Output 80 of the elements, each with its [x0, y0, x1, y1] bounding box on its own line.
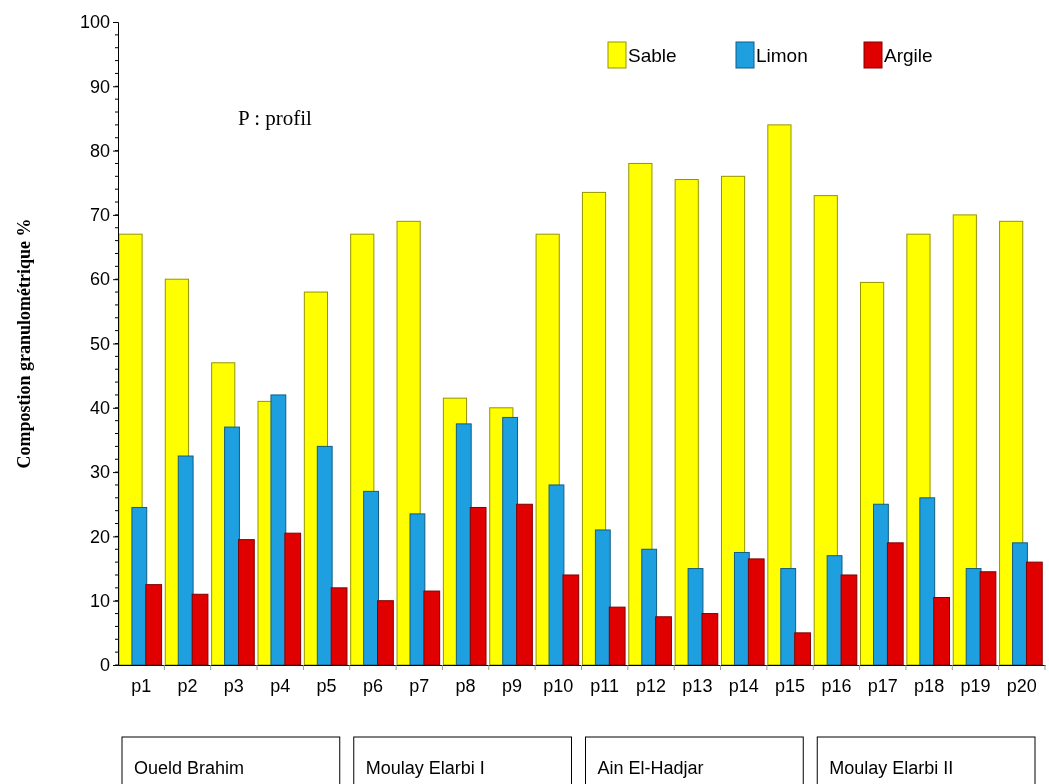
bar — [840, 574, 858, 666]
bar — [886, 542, 904, 666]
x-tick-label: p16 — [821, 675, 852, 696]
x-tick-label: p6 — [362, 675, 383, 696]
y-tick-label: 30 — [89, 462, 110, 483]
bar — [409, 513, 426, 666]
x-tick-label: p15 — [775, 675, 806, 696]
bar — [548, 484, 565, 666]
bar — [1012, 542, 1028, 666]
y-tick-label: 20 — [89, 526, 110, 547]
y-tick-label: 40 — [89, 398, 110, 419]
x-tick-label: p2 — [177, 675, 198, 696]
bar — [701, 613, 719, 666]
bar — [687, 568, 704, 666]
y-tick-label: 100 — [79, 12, 110, 33]
x-tick-label: p18 — [914, 675, 945, 696]
bar — [873, 503, 889, 666]
bar — [516, 503, 533, 666]
y-tick-label: 0 — [99, 655, 110, 676]
bar — [469, 506, 487, 666]
x-tick-label: p12 — [636, 675, 667, 696]
x-tick-label: p20 — [1006, 675, 1037, 696]
annotation: P : profil — [238, 106, 313, 130]
x-tick-label: p1 — [131, 675, 152, 696]
bar — [674, 179, 699, 666]
y-tick-label: 10 — [89, 590, 110, 611]
bar — [794, 632, 811, 666]
bar — [177, 455, 194, 666]
bar — [145, 584, 163, 666]
legend-label: Argile — [884, 45, 933, 66]
bar — [270, 394, 287, 666]
bar — [641, 548, 658, 666]
x-tick-label: p11 — [590, 675, 620, 696]
bar — [562, 574, 580, 666]
x-tick-label: p9 — [501, 675, 522, 696]
x-tick-label: p8 — [455, 675, 476, 696]
bar — [330, 587, 348, 666]
legend-label: Sable — [628, 45, 677, 66]
x-tick-label: p3 — [223, 675, 244, 696]
text: Ain El-Hadjar — [597, 758, 704, 778]
bar — [933, 596, 951, 666]
bar — [377, 600, 394, 666]
x-tick-label: p5 — [316, 675, 337, 696]
bar — [423, 590, 441, 666]
y-tick-label: 60 — [89, 269, 110, 290]
bar — [767, 124, 792, 666]
x-tick-label: p14 — [728, 675, 759, 696]
text: Moulay Elarbi II — [829, 758, 954, 778]
x-tick-label: p13 — [682, 675, 713, 696]
y-tick-label: 70 — [89, 205, 110, 226]
bar — [733, 551, 750, 666]
bar — [655, 616, 672, 666]
bar — [316, 445, 333, 666]
bar — [455, 423, 472, 666]
y-axis-title: Compostion granulométrique % — [14, 218, 34, 469]
bar — [919, 497, 936, 666]
x-tick-label: p17 — [867, 675, 898, 696]
y-tick-label: 50 — [89, 333, 110, 354]
bar — [191, 593, 209, 666]
y-tick-label: 80 — [89, 140, 110, 161]
bar — [238, 539, 255, 666]
x-tick-label: p10 — [543, 675, 574, 696]
bar — [224, 426, 240, 666]
bar — [284, 532, 302, 666]
text: Oueld Brahim — [134, 758, 245, 778]
x-tick-label: p4 — [270, 675, 291, 696]
x-tick-label: p19 — [960, 675, 991, 696]
bar — [608, 606, 626, 666]
bar — [502, 416, 519, 666]
bar — [979, 571, 997, 666]
bar — [131, 506, 148, 666]
y-tick-label: 90 — [89, 76, 110, 97]
x-tick-label: p7 — [409, 675, 430, 696]
bar — [594, 529, 611, 666]
bar — [780, 568, 797, 666]
bar — [363, 490, 379, 666]
text: Moulay Elarbi I — [365, 758, 485, 778]
legend-label: Limon — [756, 45, 808, 66]
bar — [747, 558, 765, 666]
bar — [1025, 561, 1043, 666]
